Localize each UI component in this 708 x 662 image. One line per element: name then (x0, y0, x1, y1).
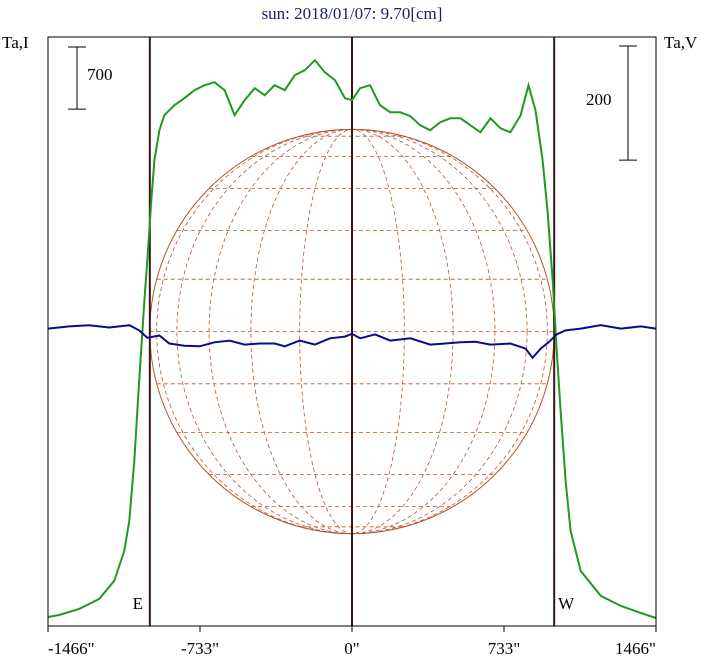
x-tick-label: 1466" (615, 639, 656, 658)
limb-label: E (133, 594, 143, 613)
y-axis-label: Ta,I (2, 33, 29, 52)
scale-bar-label: 700 (87, 65, 113, 84)
meridian (156, 128, 548, 535)
limb-label: W (558, 594, 575, 613)
x-tick-label: -1466" (48, 639, 95, 658)
scale-bar-label: 200 (586, 90, 612, 109)
chart-title: sun: 2018/01/07: 9.70[cm] (262, 4, 443, 23)
series-line (47, 324, 657, 360)
y2-axis-label: Ta,V (664, 33, 698, 52)
x-tick-label: 0" (344, 639, 359, 658)
plot-area (47, 37, 657, 626)
x-tick-label: -733" (181, 639, 219, 658)
x-tick-label: 733" (488, 639, 520, 658)
series-line (47, 58, 657, 619)
